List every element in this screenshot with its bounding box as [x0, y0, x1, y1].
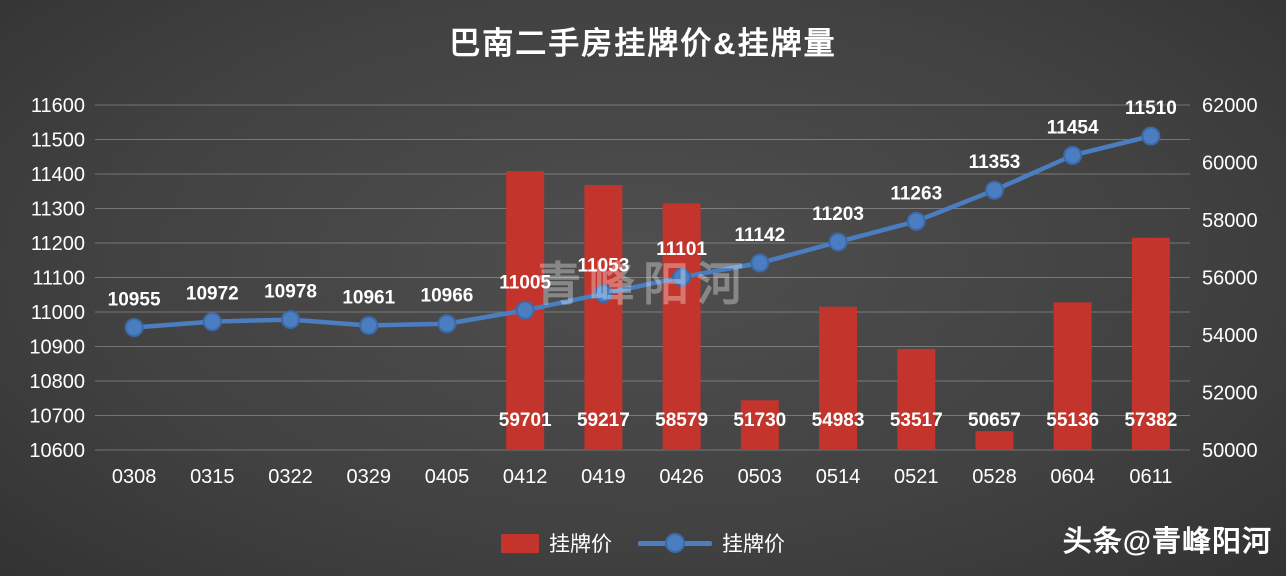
x-axis-label: 0308	[112, 466, 157, 488]
line-series	[131, 133, 1154, 330]
point-label: 11510	[1125, 98, 1177, 119]
point-label: 10978	[264, 282, 317, 303]
line-point	[515, 300, 535, 320]
bar-label: 50657	[968, 410, 1021, 431]
line-point	[593, 284, 613, 304]
legend-item-bar: 挂牌价	[501, 528, 612, 558]
point-label: 10972	[186, 284, 239, 305]
bar-label: 54983	[812, 410, 865, 431]
bar	[1131, 237, 1170, 450]
x-axis-label: 0521	[894, 466, 939, 488]
point-label: 10961	[342, 287, 395, 308]
point-label: 11053	[577, 256, 629, 277]
line-point	[1141, 126, 1161, 146]
bar-label: 59701	[499, 410, 552, 431]
bar-label: 58579	[655, 410, 708, 431]
line-point	[124, 318, 144, 338]
x-axis-label: 0419	[581, 466, 626, 488]
x-axis-label: 0405	[425, 466, 470, 488]
right-axis-tick: 52000	[1202, 383, 1258, 405]
point-label: 11454	[1047, 117, 1099, 138]
x-axis-label: 0503	[738, 466, 783, 488]
point-label: 11263	[890, 183, 942, 204]
left-axis-tick: 10900	[29, 337, 85, 359]
bar	[740, 400, 779, 450]
legend-line-label: 挂牌价	[722, 533, 785, 556]
x-axis-label: 0514	[816, 466, 861, 488]
left-axis-tick: 10600	[29, 440, 85, 462]
left-axis-tick: 11400	[31, 164, 85, 186]
line-point	[437, 314, 457, 334]
x-axis-label: 0611	[1129, 466, 1172, 488]
bar-label: 57382	[1124, 410, 1177, 431]
publisher-credit: 头条@青峰阳河	[1062, 526, 1272, 558]
line-point	[1063, 145, 1083, 165]
x-axis-label: 0426	[659, 466, 704, 488]
bar-label: 51730	[733, 410, 786, 431]
left-axis-tick: 11600	[31, 95, 85, 117]
bar	[1053, 302, 1092, 450]
point-label: 11353	[969, 152, 1021, 173]
line-point	[672, 267, 692, 287]
point-label: 10955	[108, 290, 161, 311]
point-label: 11142	[734, 225, 785, 246]
x-axis-label: 0604	[1050, 466, 1095, 488]
chart-title: 巴南二手房挂牌价&挂牌量	[449, 26, 837, 61]
line-point	[828, 232, 848, 252]
bar	[584, 185, 623, 451]
bar	[819, 306, 858, 450]
line-marker-icon	[665, 533, 685, 553]
point-label: 10966	[421, 286, 474, 307]
x-axis-label: 0315	[190, 466, 235, 488]
right-axis-tick: 50000	[1202, 440, 1258, 462]
line-point	[906, 211, 926, 231]
legend: 挂牌价 挂牌价	[0, 528, 1286, 558]
x-axis-label: 0528	[972, 466, 1017, 488]
left-axis-tick: 10800	[29, 371, 85, 393]
line-swatch-icon	[638, 533, 712, 553]
point-label: 11005	[499, 272, 551, 293]
bar-label: 55136	[1046, 410, 1099, 431]
line-point	[202, 312, 222, 332]
bar-swatch-icon	[501, 533, 539, 553]
point-label: 11203	[812, 204, 864, 225]
left-axis-tick: 11100	[32, 268, 85, 290]
right-axis-tick: 60000	[1202, 153, 1258, 175]
legend-item-line: 挂牌价	[638, 528, 785, 558]
right-axis-tick: 54000	[1202, 325, 1258, 347]
line-point	[281, 310, 301, 330]
bar	[897, 348, 936, 450]
line-point	[750, 253, 770, 273]
bar-label: 53517	[890, 410, 943, 431]
right-axis-tick: 62000	[1202, 95, 1258, 117]
legend-bar-label: 挂牌价	[549, 533, 612, 556]
right-axis-tick: 56000	[1202, 268, 1258, 290]
right-axis-tick: 58000	[1202, 210, 1258, 232]
left-axis-tick: 11300	[31, 199, 85, 221]
point-label: 11101	[656, 239, 707, 260]
bar-label: 59217	[577, 410, 630, 431]
bar	[662, 203, 701, 450]
left-axis-tick: 11200	[31, 233, 85, 255]
x-axis-label: 0412	[503, 466, 548, 488]
left-axis-tick: 11500	[31, 130, 85, 152]
line-point	[359, 315, 379, 335]
x-axis-label: 0329	[347, 466, 392, 488]
left-axis-tick: 11000	[31, 302, 85, 324]
line-point	[984, 180, 1004, 200]
bar	[975, 431, 1014, 450]
left-axis-tick: 10700	[29, 406, 85, 428]
x-axis-label: 0322	[268, 466, 313, 488]
